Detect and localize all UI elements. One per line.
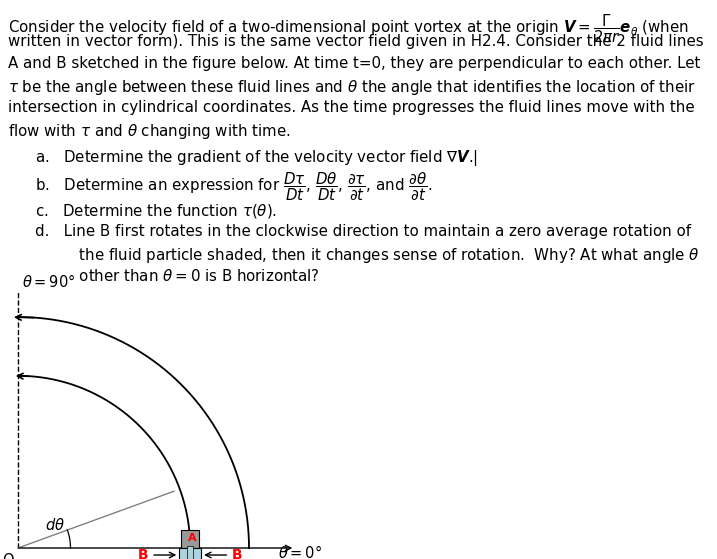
Text: b.   Determine an expression for $\dfrac{D\tau}{Dt}$, $\dfrac{D\theta}{Dt}$, $\d: b. Determine an expression for $\dfrac{D… <box>35 170 432 203</box>
Text: $\theta= 90°$: $\theta= 90°$ <box>22 273 75 290</box>
Text: other than $\theta = 0$ is B horizontal?: other than $\theta = 0$ is B horizontal? <box>55 268 320 284</box>
Bar <box>181 530 199 548</box>
Text: written in vector form). This is the same vector field given in H2.4. Consider t: written in vector form). This is the sam… <box>8 34 703 49</box>
Text: B: B <box>232 548 242 559</box>
Text: the fluid particle shaded, then it changes sense of rotation.  Why? At what angl: the fluid particle shaded, then it chang… <box>55 246 700 265</box>
Text: Consider the velocity field of a two-dimensional point vortex at the origin $\bo: Consider the velocity field of a two-dim… <box>8 12 689 45</box>
Text: d.   Line B first rotates in the clockwise direction to maintain a zero average : d. Line B first rotates in the clockwise… <box>35 224 691 239</box>
Bar <box>187 546 193 559</box>
Text: $d\theta$: $d\theta$ <box>45 518 65 533</box>
Text: $r$: $r$ <box>91 558 100 559</box>
Text: $\tau$ be the angle between these fluid lines and $\theta$ the angle that identi: $\tau$ be the angle between these fluid … <box>8 78 695 97</box>
Bar <box>179 548 201 559</box>
Text: intersection in cylindrical coordinates. As the time progresses the fluid lines : intersection in cylindrical coordinates.… <box>8 100 695 115</box>
Text: A and B sketched in the figure below. At time t=0, they are perpendicular to eac: A and B sketched in the figure below. At… <box>8 56 701 71</box>
Text: B: B <box>138 548 148 559</box>
Text: O: O <box>2 553 14 559</box>
Text: a.   Determine the gradient of the velocity vector field $\nabla\boldsymbol{V}$.: a. Determine the gradient of the velocit… <box>35 148 478 168</box>
Text: c.   Determine the function $\tau(\theta)$.: c. Determine the function $\tau(\theta)$… <box>35 202 277 220</box>
Text: $\theta= 0°$: $\theta= 0°$ <box>278 544 322 559</box>
Text: flow with $\tau$ and $\theta$ changing with time.: flow with $\tau$ and $\theta$ changing w… <box>8 122 290 141</box>
Text: A: A <box>188 533 196 543</box>
